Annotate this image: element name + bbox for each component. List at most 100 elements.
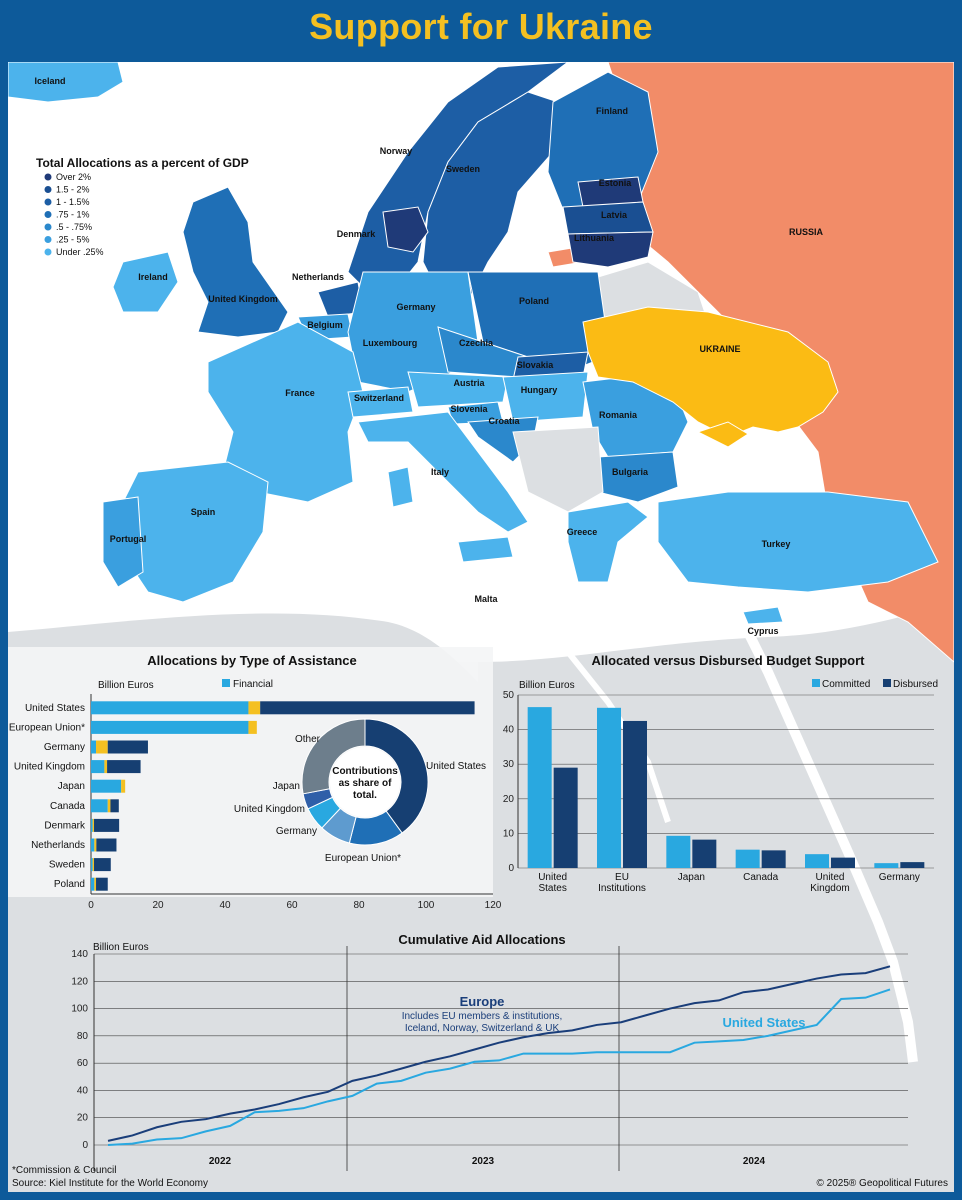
chart1-category-label: United States (25, 703, 85, 714)
gdp-legend-label: Under .25% (56, 247, 104, 257)
country-shape-austria (407, 371, 509, 408)
gdp-legend-label: .25 - 5% (56, 235, 90, 245)
chart2-bar (597, 707, 621, 868)
chart1-xtick-label: 60 (286, 900, 298, 911)
country-shape-uk (182, 186, 289, 338)
chart3-ytick-label: 100 (71, 1004, 88, 1015)
chart1-bar-segment (92, 818, 95, 832)
chart3-series-line (107, 988, 891, 1146)
gdp-legend-swatch (44, 173, 52, 181)
country-shape-cyprus (742, 606, 784, 625)
chart1-bar-segment (91, 740, 97, 754)
gdp-legend: Total Allocations as a percent of GDP Ove… (36, 156, 249, 257)
chart3-title: Cumulative Aid Allocations (398, 932, 565, 947)
chart1-bar-segment (107, 760, 141, 774)
chart1-bar-segment (94, 858, 111, 872)
chart1-xtick-label: 120 (485, 900, 502, 911)
donut-center-label: Contributions (332, 766, 398, 777)
chart1-bar-segment (91, 858, 93, 872)
chart1-bar-segment (91, 838, 95, 852)
chart3-unit-label: Billion Euros (93, 942, 149, 953)
country-label-iceland: Iceland (34, 76, 65, 86)
country-label-switzerland: Switzerland (354, 393, 404, 403)
chart2-category-label: Institutions (598, 883, 646, 894)
country-shape-greece (567, 501, 649, 583)
chart1-bar-segment (260, 701, 475, 715)
donut-center-label: total. (353, 790, 377, 801)
donut-slice (364, 718, 429, 834)
chart2-category-label: States (538, 883, 566, 894)
country-labels: Iceland Finland Norway Sweden Estonia Latvia L… (34, 76, 823, 636)
chart1-unit-label: Billion Euros (98, 680, 154, 691)
donut-label: European Union* (325, 853, 401, 864)
country-label-cyprus: Cyprus (747, 626, 778, 636)
chart1-category-label: European Union* (9, 722, 85, 733)
chart2-ytick-label: 20 (503, 794, 515, 805)
infographic-canvas: Iceland Finland Norway Sweden Estonia Latvia L… (8, 62, 954, 1192)
chart2-bar (735, 849, 760, 868)
country-label-ukraine: UKRAINE (699, 344, 740, 354)
gdp-legend-label: 1 - 1.5% (56, 197, 90, 207)
chart2-legend-label: Disbursed (893, 679, 938, 690)
chart1-category-label: Poland (54, 879, 85, 890)
chart3-series-label: United States (722, 1015, 805, 1030)
chart3-ytick-label: 140 (71, 949, 88, 960)
chart2-category-label: United (816, 872, 845, 883)
chart2-category-label: EU (615, 872, 629, 883)
chart2-ytick-label: 50 (503, 690, 515, 701)
chart2-ytick-label: 0 (508, 863, 514, 874)
country-shape-ukraine (582, 306, 839, 438)
chart1-bar-segment (96, 877, 108, 891)
chart1-bar-segment (94, 877, 97, 891)
chart2-bar (692, 839, 717, 868)
donut-label: United Kingdom (234, 804, 305, 815)
country-label-austria: Austria (453, 378, 485, 388)
country-shape-crimea (696, 421, 749, 448)
gdp-legend-label: .75 - 1% (56, 210, 90, 220)
country-shape-iceland (8, 62, 124, 103)
chart3-period-label: 2024 (743, 1156, 766, 1167)
chart1-bar-segment (91, 799, 108, 813)
gdp-legend-swatch (44, 186, 52, 193)
chart1-bar-segment (92, 858, 95, 872)
chart3-ytick-label: 120 (71, 976, 88, 987)
chart1-xtick-label: 0 (88, 900, 94, 911)
chart3-series-label: Europe (460, 994, 505, 1009)
country-label-denmark: Denmark (337, 229, 377, 239)
chart3-ytick-label: 40 (77, 1085, 89, 1096)
donut-label: Other (295, 734, 321, 745)
country-label-malta: Malta (474, 594, 498, 604)
chart1-legend-label: Financial (233, 679, 273, 690)
chart2-bar (623, 720, 647, 868)
chart1-bar-segment (91, 779, 122, 793)
chart1-bar-segment (91, 877, 95, 891)
chart3-ytick-label: 0 (82, 1140, 88, 1151)
chart3-period-label: 2022 (209, 1156, 232, 1167)
chart2-ytick-label: 10 (503, 828, 515, 839)
chart2-category-label: Germany (879, 872, 920, 883)
chart3-ytick-label: 20 (77, 1113, 89, 1124)
country-shape-denmark (382, 206, 429, 253)
chart2-bar (874, 863, 899, 868)
chart1-bar-segment (91, 701, 249, 715)
chart1-category-label: United Kingdom (14, 762, 85, 773)
country-shape-sicily (457, 536, 514, 563)
country-label-united-kingdom: United Kingdom (208, 294, 278, 304)
donut-hole (330, 747, 400, 817)
chart2-title: Allocated versus Disbursed Budget Suppor… (591, 653, 865, 668)
source-note: Source: Kiel Institute for the World Eco… (12, 1178, 208, 1189)
chart2-bar (805, 854, 829, 868)
country-label-france: France (285, 388, 315, 398)
chart1-xtick-label: 80 (353, 900, 365, 911)
chart3-period-label: 2023 (472, 1156, 495, 1167)
chart1-category-label: Canada (50, 801, 85, 812)
country-label-portugal: Portugal (110, 534, 147, 544)
country-shape-balkans (512, 426, 604, 513)
country-shape-sardinia (387, 466, 414, 508)
donut-label: Japan (273, 781, 300, 792)
chart3-ytick-label: 60 (77, 1058, 89, 1069)
country-label-latvia: Latvia (601, 210, 628, 220)
country-label-belgium: Belgium (307, 320, 343, 330)
gdp-legend-label: 1.5 - 2% (56, 185, 90, 195)
